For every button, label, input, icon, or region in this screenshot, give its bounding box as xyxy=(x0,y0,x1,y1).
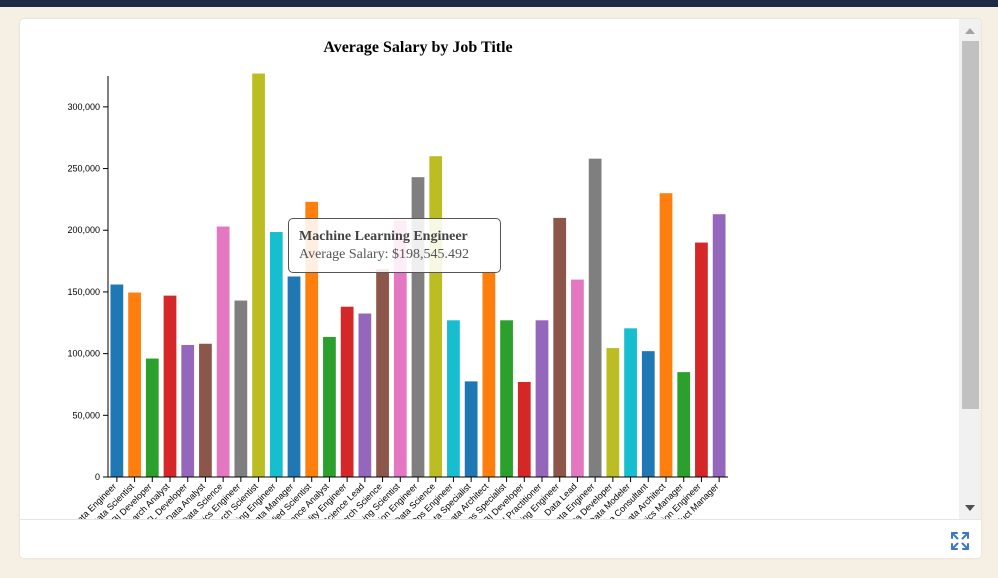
chart-card: Average Salary by Job Title 0 50,000 100,0… xyxy=(20,19,981,558)
chart-tooltip: Machine Learning Engineer Average Salary… xyxy=(288,218,501,273)
bar[interactable] xyxy=(535,320,549,477)
bar[interactable] xyxy=(110,284,124,477)
y-tick-label: 100,000 xyxy=(67,349,100,359)
bar[interactable] xyxy=(677,372,691,477)
bar[interactable] xyxy=(145,358,159,477)
bar[interactable] xyxy=(287,276,301,478)
bar[interactable] xyxy=(128,292,141,477)
y-tick-label: 250,000 xyxy=(67,164,100,174)
y-tick-label: 0 xyxy=(95,472,100,482)
bar[interactable] xyxy=(376,269,389,477)
bar[interactable] xyxy=(393,220,407,478)
tooltip-value: Average Salary: $198,545.492 xyxy=(299,247,470,262)
top-bar xyxy=(0,0,998,7)
y-tick-label: 200,000 xyxy=(67,225,100,235)
vertical-scrollbar[interactable] xyxy=(959,19,981,519)
y-tick-label: 150,000 xyxy=(67,287,100,297)
bar[interactable] xyxy=(181,344,195,477)
bar[interactable] xyxy=(358,313,372,477)
bar[interactable] xyxy=(234,300,248,477)
bar[interactable] xyxy=(712,214,726,477)
tooltip-title: Machine Learning Engineer xyxy=(299,229,468,244)
bar[interactable] xyxy=(252,73,265,478)
bar-chart: Average Salary by Job Title 0 50,000 100,0… xyxy=(67,39,728,519)
y-axis: 0 50,000 100,000 150,000 200,000 250,000 300,0… xyxy=(67,76,109,482)
bar[interactable] xyxy=(447,320,460,477)
bar[interactable] xyxy=(269,232,283,477)
bar[interactable] xyxy=(517,381,531,477)
y-tick-label: 300,000 xyxy=(67,102,100,112)
bar[interactable] xyxy=(571,279,584,477)
card-footer xyxy=(20,519,981,558)
bar[interactable] xyxy=(641,351,655,477)
bar[interactable] xyxy=(482,271,496,477)
bar[interactable] xyxy=(500,320,513,477)
bar[interactable] xyxy=(340,306,354,477)
bar[interactable] xyxy=(588,158,602,477)
scrollbar-thumb[interactable] xyxy=(962,41,979,409)
bar[interactable] xyxy=(163,295,177,477)
bar[interactable] xyxy=(695,242,708,477)
bar[interactable] xyxy=(216,226,230,477)
expand-arrows-icon[interactable] xyxy=(949,530,971,552)
y-tick-label: 50,000 xyxy=(72,410,100,420)
scroll-down-arrow-icon[interactable] xyxy=(965,505,975,511)
bar[interactable] xyxy=(659,193,673,477)
bar[interactable] xyxy=(624,328,637,477)
chart-viewport: Average Salary by Job Title 0 50,000 100,0… xyxy=(20,19,959,519)
bars xyxy=(110,73,726,478)
bar[interactable] xyxy=(199,343,212,477)
scroll-up-arrow-icon[interactable] xyxy=(965,28,975,34)
bar[interactable] xyxy=(464,381,478,477)
bar[interactable] xyxy=(553,217,567,477)
bar[interactable] xyxy=(429,156,443,477)
bar[interactable] xyxy=(323,336,336,477)
bar[interactable] xyxy=(606,348,620,477)
chart-title: Average Salary by Job Title xyxy=(323,39,512,56)
